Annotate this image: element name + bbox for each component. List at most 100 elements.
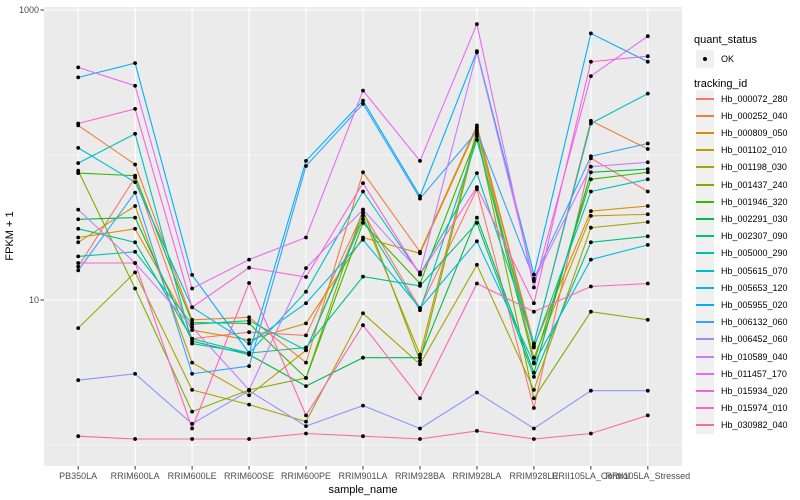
data-point [645,189,650,194]
legend-entry-label: Hb_002307_090 [721,231,788,242]
data-point [133,270,138,275]
data-point [247,281,252,285]
data-point [361,207,365,212]
data-point [304,419,308,424]
legend-entry-label: OK [721,54,735,64]
legend-key-box [696,347,714,366]
data-point [133,61,138,65]
data-point [645,167,650,172]
data-point [190,273,195,277]
legend-entry: Hb_002307_090 [696,227,800,246]
legend-entry: Hb_005653_120 [696,278,800,297]
data-point [532,345,536,350]
data-point [133,226,138,231]
data-point [418,396,422,401]
data-point [190,341,195,346]
data-point [532,406,536,410]
legend-title-quant-status: quant_status [694,34,757,46]
data-point [304,431,308,436]
data-point [304,384,308,388]
legend-entry-label: Hb_000809_050 [721,127,788,138]
data-point [190,286,195,291]
legend-entry-label: Hb_005000_290 [721,248,788,259]
legend-entry: Hb_000252_040 [696,106,800,125]
legend-key-box [696,106,714,125]
data-point [475,185,479,190]
legend-entry: Hb_015974_010 [696,399,800,418]
legend-entry: Hb_001437_240 [696,175,800,194]
data-point [645,54,650,59]
data-point [418,352,422,357]
data-point [361,403,365,408]
legend-entry: Hb_006132_060 [696,313,800,332]
data-point [133,190,138,195]
data-point [133,437,138,441]
data-point [645,281,650,286]
data-point [645,147,650,151]
legend-line-icon [696,338,714,341]
data-point [532,309,536,314]
x-tick-label: PB350LA [59,471,98,481]
data-point [589,257,593,262]
legend-key-box [696,89,714,108]
data-point [418,306,422,310]
data-point [589,431,593,436]
data-point [133,83,138,88]
data-point [418,251,422,256]
legend-line-icon [696,183,714,186]
data-point [76,146,81,150]
legend-line-icon [696,407,714,410]
data-point [589,177,593,182]
data-point [645,170,650,175]
legend-entry: Hb_002291_030 [696,209,800,228]
data-point [247,338,252,342]
legend-line-icon [696,97,714,100]
data-point [133,371,138,376]
data-point [190,388,195,392]
data-point [532,341,536,346]
data-point [247,265,252,270]
y-tick-label: 10 [28,294,39,305]
x-tick-label: RRIM600PE [281,471,332,481]
data-point [532,375,536,379]
legend-line-icon [696,235,714,238]
data-point [532,301,536,306]
legend-line-icon [696,252,714,255]
legend-entry: Hb_011457_170 [696,364,800,383]
legend-entry-label: Hb_011457_170 [721,368,787,379]
data-point [589,154,593,159]
legend-entry-label: Hb_006132_060 [721,317,788,328]
legend-line-icon [696,149,714,152]
legend-line-icon [696,424,714,427]
legend-key-box [696,244,714,263]
data-point [645,388,650,393]
data-point [361,210,365,215]
data-point [190,325,195,329]
legend-entry-label: Hb_001102_010 [721,145,787,156]
legend-entry-label: Hb_001946_320 [721,196,788,207]
data-point [361,102,365,106]
legend-entry-label: Hb_030982_040 [721,420,788,431]
data-point [645,91,650,96]
data-point [361,355,365,360]
data-point [133,261,138,265]
data-point [532,370,536,375]
data-point [532,272,536,277]
data-point [532,396,536,401]
data-point [247,341,252,346]
data-point [361,323,365,328]
data-point [304,321,308,326]
data-point [190,328,195,332]
data-point [76,161,81,166]
data-point [76,65,81,70]
data-point [361,237,365,242]
data-point [418,159,422,163]
data-point [76,226,81,231]
legend-entry-label: Hb_001198_030 [721,162,787,173]
data-point [190,409,195,414]
x-tick-label: RRIM901LA [338,471,388,481]
data-point [247,402,252,407]
data-point [475,390,479,395]
legend-entry: Hb_001946_320 [696,192,800,211]
